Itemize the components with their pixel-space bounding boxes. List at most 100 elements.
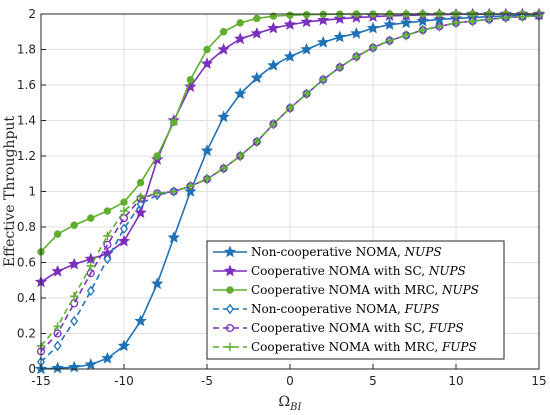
- series-1-point: [267, 59, 280, 71]
- series-6-point: [169, 187, 178, 196]
- legend-label-text: Non-cooperative NOMA,: [251, 245, 405, 259]
- series-2-point: [134, 206, 147, 219]
- y-tick-label: 1: [28, 185, 36, 199]
- legend-box: [206, 240, 505, 360]
- series-6-point: [451, 18, 461, 28]
- y-tick-label: 0: [28, 362, 36, 376]
- x-tick-label: 15: [531, 374, 546, 388]
- series-6-point: [119, 206, 129, 216]
- legend-label: Non-cooperative NOMA, NUPS: [251, 245, 442, 259]
- x-axis-label: ΩBI: [279, 394, 303, 413]
- series-6-point: [501, 13, 510, 22]
- series-6-point: [402, 31, 411, 40]
- series-6-point: [368, 43, 378, 52]
- x-tick-label: -15: [31, 374, 51, 388]
- series-6-point: [485, 15, 494, 24]
- series-3-point: [153, 152, 161, 160]
- x-axis-label-sub: BI: [289, 402, 302, 413]
- y-axis-label: Effective Throughput: [2, 116, 18, 267]
- series-2-point: [68, 257, 81, 270]
- series-4-point: [53, 340, 62, 352]
- series-1-point: [383, 18, 396, 30]
- series-2-point: [300, 15, 313, 28]
- series-6-point: [153, 189, 162, 198]
- series-1-point: [117, 339, 131, 352]
- x-tick-label: 5: [369, 374, 377, 388]
- series-3-point: [269, 12, 278, 20]
- series-2-point: [51, 264, 64, 277]
- series-1-point: [416, 14, 429, 27]
- series-6-point: [418, 25, 427, 35]
- series-4-point: [103, 253, 112, 265]
- series-2-point: [184, 80, 197, 92]
- axis-ticks: -15 -10 -5 0 5 10 15 0 0.2 0.4 0.6 0.8 1 1.2 1.4 1.6 1.8…: [17, 7, 547, 388]
- series-6-point: [202, 174, 212, 184]
- series-3-point: [286, 11, 294, 19]
- series-6-point: [252, 137, 261, 146]
- series-2-point: [117, 234, 131, 247]
- series-2-point: [200, 57, 214, 69]
- y-tick-label: 1.4: [17, 114, 36, 128]
- series-2-point: [234, 32, 247, 45]
- legend-item: Cooperative NOMA with SC, FUPS: [213, 321, 464, 335]
- series-3-point: [253, 14, 261, 23]
- y-tick-label: 1.2: [17, 149, 36, 163]
- x-tick-label: 10: [448, 374, 463, 388]
- legend-item: Cooperative NOMA with SC, NUPS: [213, 264, 466, 278]
- legend-marker: [223, 245, 237, 258]
- y-tick-label: 1.8: [17, 43, 36, 57]
- legend-marker: [225, 342, 235, 352]
- legend-marker: [225, 303, 235, 315]
- series-5-point: [103, 240, 112, 249]
- series-6-point: [53, 322, 62, 331]
- series-1-point: [200, 144, 214, 156]
- series-3-point: [53, 230, 62, 238]
- legend-label-scheme: NUPS: [441, 283, 479, 297]
- series-6: [36, 11, 544, 351]
- series-2-point: [283, 18, 297, 30]
- series-1-point: [350, 27, 363, 39]
- series-6-point: [435, 22, 444, 31]
- legend-label-scheme: NUPS: [428, 264, 466, 278]
- series-6-point: [352, 52, 361, 61]
- series-3-point: [87, 214, 95, 222]
- legend-item: Cooperative NOMA with MRC, FUPS: [213, 340, 477, 354]
- y-tick-label: 0.6: [17, 256, 36, 270]
- legend-label: Cooperative NOMA with SC, NUPS: [251, 264, 466, 278]
- series-3-point: [103, 207, 112, 215]
- legend-label-text: Non-cooperative NOMA,: [251, 302, 405, 316]
- series-1-point: [151, 277, 164, 290]
- legend-label: Cooperative NOMA with MRC, FUPS: [251, 340, 477, 354]
- series-1-point: [217, 110, 230, 123]
- legend-item: Non-cooperative NOMA, FUPS: [213, 302, 439, 316]
- legend-marker: [225, 323, 235, 333]
- series-2-point: [250, 27, 263, 39]
- series-1-point: [84, 358, 97, 370]
- series-6-point: [319, 75, 328, 84]
- series-1-point: [250, 71, 263, 84]
- series-6-point: [103, 231, 112, 241]
- series-4-point: [119, 223, 129, 235]
- series-6-point: [219, 164, 228, 173]
- series-1-point: [317, 35, 330, 48]
- series-3-point: [219, 28, 228, 36]
- series-1-point: [366, 21, 380, 34]
- series-6-point: [302, 89, 311, 99]
- legend-item: Non-cooperative NOMA, NUPS: [213, 245, 442, 259]
- legend-label-text: Cooperative NOMA with MRC,: [251, 340, 442, 354]
- series-6-point: [236, 151, 245, 161]
- series-3-point: [236, 19, 244, 27]
- series-6-point: [186, 181, 195, 191]
- y-tick-label: 0.4: [17, 291, 36, 305]
- legend-label-scheme: NUPS: [404, 245, 442, 259]
- x-axis-label-base: Ω: [279, 394, 291, 410]
- legend-label-scheme: FUPS: [404, 302, 440, 316]
- series-2-point: [267, 21, 280, 34]
- x-tick-label: 0: [286, 374, 294, 388]
- series-1-point: [134, 314, 147, 327]
- series-3-point: [70, 221, 78, 229]
- legend-label-scheme: FUPS: [441, 340, 477, 354]
- series-6-point: [70, 292, 79, 301]
